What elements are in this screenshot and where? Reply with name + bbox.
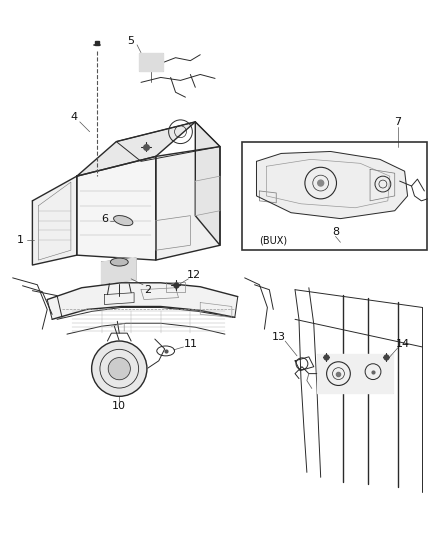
Text: 10: 10 [112,401,126,411]
Polygon shape [156,147,220,260]
Polygon shape [77,122,195,176]
Polygon shape [317,354,393,393]
Polygon shape [195,122,220,245]
Ellipse shape [113,215,133,225]
Text: 4: 4 [71,112,78,122]
Polygon shape [139,53,163,70]
Circle shape [318,180,324,186]
Bar [242,142,427,250]
Text: 7: 7 [394,117,401,127]
Polygon shape [257,151,408,219]
Text: 11: 11 [184,339,198,349]
Polygon shape [77,156,156,260]
Text: 2: 2 [145,285,152,295]
Text: 1: 1 [17,236,24,245]
Text: 6: 6 [101,214,108,224]
Text: 12: 12 [187,270,201,280]
Polygon shape [32,176,77,265]
Circle shape [108,358,131,379]
Text: 8: 8 [332,228,339,237]
Text: 14: 14 [396,339,410,349]
Circle shape [92,341,147,397]
Polygon shape [102,258,136,284]
Polygon shape [47,283,238,319]
Text: (BUX): (BUX) [259,236,287,245]
Ellipse shape [110,258,128,266]
Text: 5: 5 [127,36,134,46]
Text: 13: 13 [272,332,286,342]
